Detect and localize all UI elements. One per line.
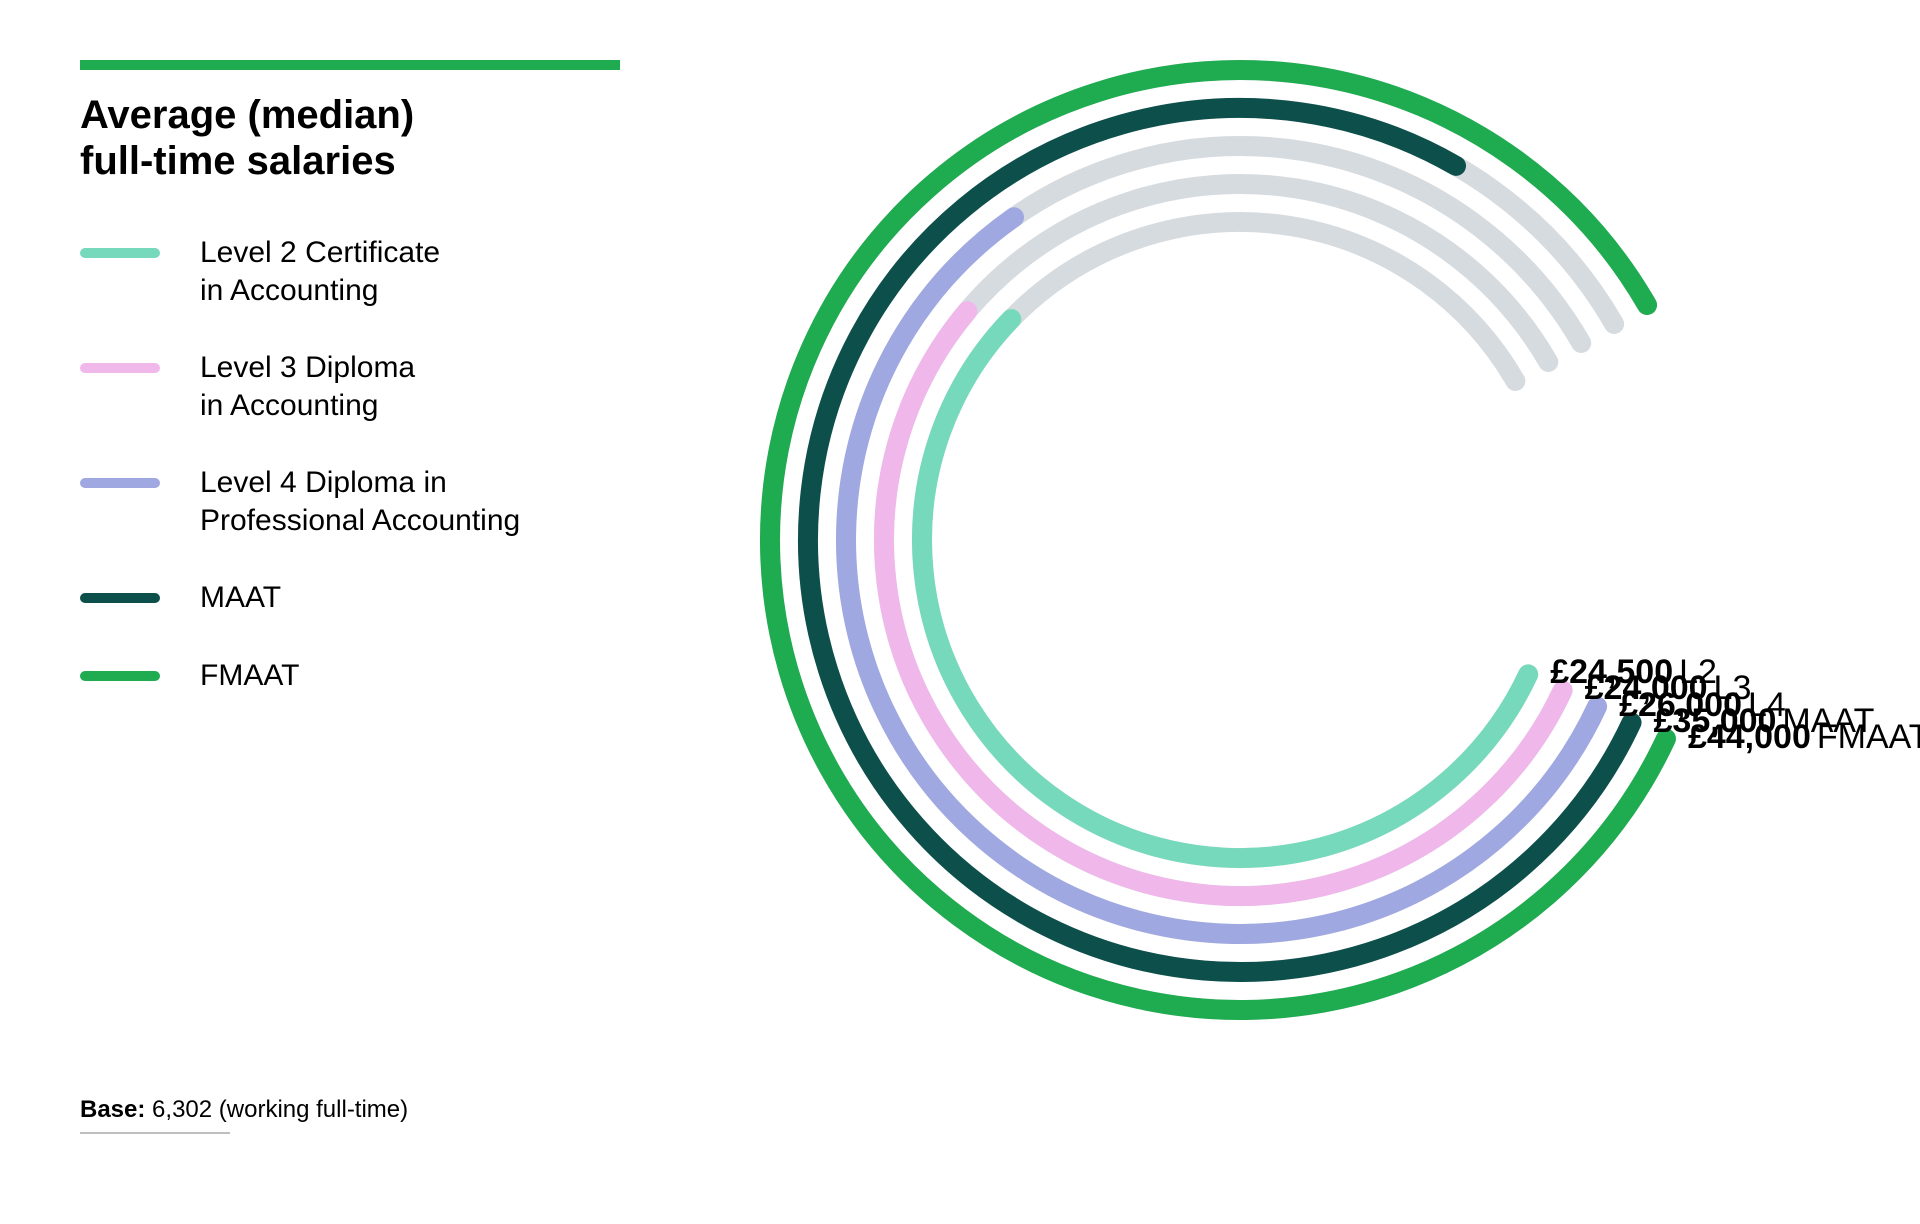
legend: Level 2 Certificatein Accounting Level 3 … — [80, 234, 640, 694]
legend-swatch-fmaat — [80, 671, 160, 681]
legend-swatch-l4 — [80, 478, 160, 488]
legend-swatch-maat — [80, 593, 160, 603]
legend-item-l4: Level 4 Diploma inProfessional Accountin… — [80, 464, 640, 539]
short-label-fmaat: FMAAT — [1817, 718, 1920, 756]
base-line: Base: 6,302 (working full-time) — [80, 1096, 408, 1124]
base-note: Base: 6,302 (working full-time) — [80, 1096, 408, 1134]
legend-swatch-l2 — [80, 248, 160, 258]
legend-item-fmaat: FMAAT — [80, 657, 640, 695]
base-underline — [80, 1132, 230, 1134]
legend-label-l2: Level 2 Certificatein Accounting — [200, 234, 440, 309]
legend-item-maat: MAAT — [80, 579, 640, 617]
title-line-2: full-time salaries — [80, 139, 396, 183]
left-panel: Average (median) full-time salaries Leve… — [80, 60, 640, 734]
value-label-fmaat: £44,000FMAAT — [1688, 718, 1920, 757]
legend-label-l4: Level 4 Diploma inProfessional Accountin… — [200, 464, 520, 539]
base-value: 6,302 (working full-time) — [152, 1096, 408, 1123]
chart-title: Average (median) full-time salaries — [80, 92, 640, 184]
infographic-container: Average (median) full-time salaries Leve… — [0, 0, 1920, 1224]
legend-item-l2: Level 2 Certificatein Accounting — [80, 234, 640, 309]
legend-label-l3: Level 3 Diplomain Accounting — [200, 349, 415, 424]
value-labels: £24,500L2£24,000L3£26,000L4£35,000MAAT£4… — [1270, 40, 1770, 1040]
header-rule — [80, 60, 620, 70]
legend-label-fmaat: FMAAT — [200, 657, 299, 695]
base-label: Base: — [80, 1096, 145, 1123]
title-line-1: Average (median) — [80, 93, 414, 137]
radial-chart: £24,500L2£24,000L3£26,000L4£35,000MAAT£4… — [740, 40, 1740, 1040]
salary-fmaat: £44,000 — [1688, 718, 1811, 756]
legend-item-l3: Level 3 Diplomain Accounting — [80, 349, 640, 424]
legend-label-maat: MAAT — [200, 579, 281, 617]
legend-swatch-l3 — [80, 363, 160, 373]
